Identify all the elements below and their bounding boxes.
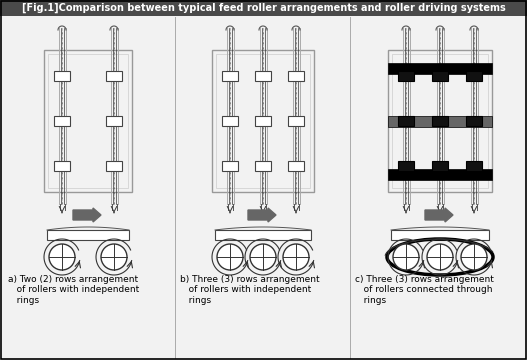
Text: [Fig.1]Comparison between typical feed roller arrangements and roller driving sy: [Fig.1]Comparison between typical feed r…	[22, 3, 505, 13]
Bar	[54, 71, 70, 81]
Bar	[255, 161, 271, 171]
Bar	[212, 50, 314, 192]
Circle shape	[461, 244, 487, 270]
Text: a) Two (2) rows arrangement
   of rollers with independent
   rings: a) Two (2) rows arrangement of rollers w…	[8, 275, 139, 305]
Circle shape	[250, 244, 276, 270]
Bar	[466, 161, 482, 171]
Bar	[398, 71, 414, 81]
Bar	[432, 71, 448, 81]
Bar	[388, 116, 492, 126]
Bar	[54, 161, 70, 171]
Bar	[255, 71, 271, 81]
Bar	[288, 71, 304, 81]
Text: c) Three (3) rows arrangement
   of rollers connected through
   rings: c) Three (3) rows arrangement of rollers…	[355, 275, 494, 305]
Bar	[222, 161, 238, 171]
Bar	[388, 63, 492, 73]
Bar	[391, 230, 489, 240]
Bar	[288, 161, 304, 171]
Bar	[44, 50, 132, 192]
Circle shape	[49, 244, 75, 270]
Bar	[388, 50, 492, 192]
Bar	[215, 230, 311, 240]
Bar	[466, 116, 482, 126]
Circle shape	[393, 244, 419, 270]
Circle shape	[283, 244, 309, 270]
Bar	[0, 0, 527, 16]
Bar	[466, 71, 482, 81]
Circle shape	[101, 244, 127, 270]
Bar	[48, 54, 128, 188]
Bar	[216, 54, 310, 188]
FancyArrow shape	[425, 208, 453, 222]
Bar	[222, 116, 238, 126]
Circle shape	[217, 244, 243, 270]
FancyArrow shape	[248, 208, 276, 222]
Circle shape	[427, 244, 453, 270]
Bar	[398, 161, 414, 171]
Bar	[106, 71, 122, 81]
Bar	[106, 116, 122, 126]
Bar	[432, 161, 448, 171]
Bar	[106, 161, 122, 171]
Bar	[222, 71, 238, 81]
Bar	[255, 116, 271, 126]
Bar	[392, 54, 488, 188]
Bar	[398, 116, 414, 126]
Bar	[432, 116, 448, 126]
Text: b) Three (3) rows arrangement
   of rollers with independent
   rings: b) Three (3) rows arrangement of rollers…	[180, 275, 319, 305]
FancyArrow shape	[73, 208, 101, 222]
Bar	[54, 116, 70, 126]
Bar	[288, 116, 304, 126]
Bar	[47, 230, 129, 240]
Bar	[388, 168, 492, 180]
